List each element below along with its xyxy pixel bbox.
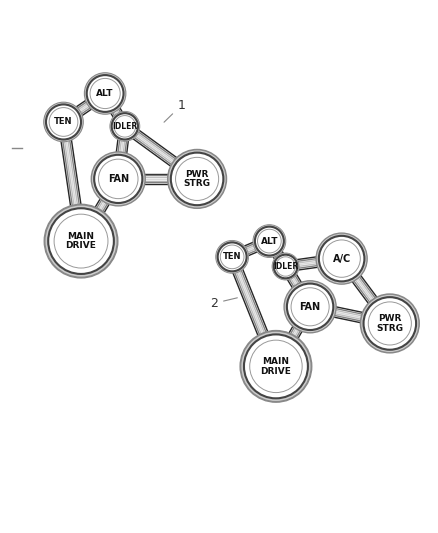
Text: IDLER: IDLER: [273, 262, 298, 271]
Circle shape: [318, 235, 366, 283]
Circle shape: [48, 208, 114, 274]
Circle shape: [254, 226, 285, 256]
Circle shape: [111, 112, 139, 140]
Circle shape: [284, 281, 336, 333]
Circle shape: [110, 111, 140, 141]
Circle shape: [112, 113, 138, 140]
Circle shape: [242, 333, 310, 400]
Circle shape: [94, 155, 142, 203]
Circle shape: [287, 284, 333, 330]
Circle shape: [364, 297, 416, 350]
Circle shape: [286, 282, 335, 332]
Circle shape: [46, 104, 81, 140]
Circle shape: [253, 225, 286, 257]
Circle shape: [272, 253, 299, 280]
Text: ALT: ALT: [261, 237, 278, 246]
Text: PWR
STRG: PWR STRG: [184, 169, 211, 188]
Circle shape: [274, 255, 297, 278]
Circle shape: [316, 233, 367, 284]
Circle shape: [171, 152, 223, 205]
Text: 2: 2: [210, 297, 237, 310]
Circle shape: [218, 243, 247, 271]
Circle shape: [240, 330, 312, 402]
Text: PWR
STRG: PWR STRG: [376, 314, 403, 333]
Circle shape: [319, 236, 364, 281]
Circle shape: [44, 204, 118, 278]
Circle shape: [216, 241, 248, 273]
Circle shape: [273, 254, 298, 279]
Text: ALT: ALT: [96, 89, 114, 98]
Circle shape: [244, 334, 308, 398]
Text: TEN: TEN: [223, 252, 241, 261]
Circle shape: [44, 102, 83, 142]
Text: MAIN
DRIVE: MAIN DRIVE: [66, 232, 96, 251]
Text: IDLER: IDLER: [112, 122, 138, 131]
Circle shape: [46, 206, 116, 276]
Circle shape: [217, 241, 247, 272]
Circle shape: [85, 73, 126, 114]
Text: MAIN
DRIVE: MAIN DRIVE: [261, 357, 291, 376]
Circle shape: [93, 154, 144, 205]
Text: FAN: FAN: [108, 174, 129, 184]
Circle shape: [362, 296, 418, 351]
Text: 1: 1: [164, 99, 185, 122]
Circle shape: [91, 152, 145, 206]
Circle shape: [45, 103, 82, 141]
Text: TEN: TEN: [54, 117, 73, 126]
Text: FAN: FAN: [300, 302, 321, 312]
Circle shape: [169, 151, 225, 207]
Circle shape: [255, 227, 284, 255]
Circle shape: [360, 294, 419, 353]
Circle shape: [85, 74, 125, 113]
Circle shape: [168, 149, 226, 208]
Text: A/C: A/C: [332, 254, 351, 264]
Circle shape: [87, 75, 124, 112]
